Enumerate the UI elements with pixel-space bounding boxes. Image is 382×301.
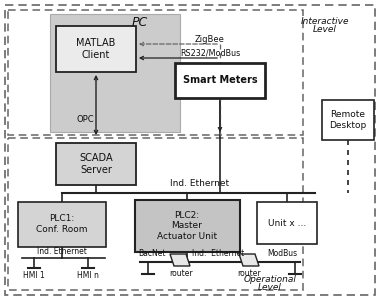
Bar xyxy=(18,202,106,247)
Bar xyxy=(257,202,317,244)
Bar xyxy=(50,14,180,132)
Text: Smart Meters: Smart Meters xyxy=(183,75,257,85)
Text: OPC: OPC xyxy=(76,116,94,125)
Bar xyxy=(175,63,265,98)
Polygon shape xyxy=(239,254,259,266)
Text: Ind. Ethernet: Ind. Ethernet xyxy=(37,247,87,256)
Bar xyxy=(135,200,240,252)
Text: PC: PC xyxy=(132,15,148,29)
Text: SCADA
Server: SCADA Server xyxy=(79,153,113,175)
Bar xyxy=(322,100,374,140)
Text: BacNet: BacNet xyxy=(138,249,166,258)
Bar xyxy=(8,10,303,135)
Polygon shape xyxy=(170,254,190,266)
Text: Remote
Desktop: Remote Desktop xyxy=(329,110,367,130)
Text: RS232/ModBus: RS232/ModBus xyxy=(180,48,240,57)
Text: Operational: Operational xyxy=(244,275,296,284)
Text: ModBus: ModBus xyxy=(267,249,297,258)
Text: Level: Level xyxy=(313,26,337,35)
Text: Level: Level xyxy=(258,283,282,291)
Bar xyxy=(56,26,136,72)
Text: ZigBee: ZigBee xyxy=(195,35,225,44)
Text: Ind. Ethernet: Ind. Ethernet xyxy=(170,179,230,188)
Text: router: router xyxy=(237,269,261,278)
Text: HMI n: HMI n xyxy=(77,271,99,280)
Text: Ind.  Ethernet: Ind. Ethernet xyxy=(192,249,244,258)
Bar xyxy=(8,138,303,290)
Text: HMI 1: HMI 1 xyxy=(23,271,45,280)
Text: PLC2:
Master
Actuator Unit: PLC2: Master Actuator Unit xyxy=(157,211,217,241)
Text: Unit x ...: Unit x ... xyxy=(268,219,306,228)
Text: Interactive: Interactive xyxy=(301,17,349,26)
Text: MATLAB
Client: MATLAB Client xyxy=(76,38,116,60)
Bar xyxy=(56,143,136,185)
Text: PLC1:
Conf. Room: PLC1: Conf. Room xyxy=(36,214,88,234)
Text: router: router xyxy=(169,269,193,278)
